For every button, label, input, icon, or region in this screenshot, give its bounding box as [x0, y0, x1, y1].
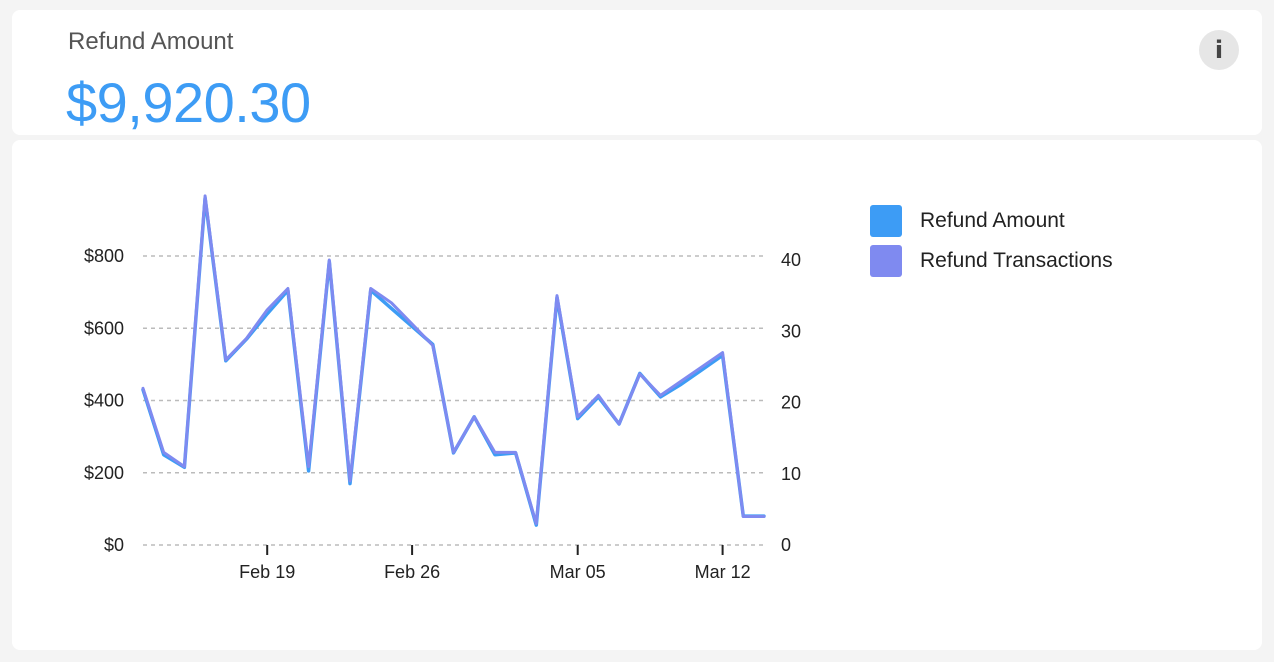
chart-legend: Refund Amount Refund Transactions: [870, 201, 1113, 281]
page-title: Refund Amount: [68, 28, 234, 55]
grid-lines: [143, 255, 764, 546]
left-tick-label: $400: [84, 391, 124, 411]
left-tick-label: $800: [84, 246, 124, 266]
right-tick-label: 0: [781, 535, 791, 555]
legend-label-refund-transactions: Refund Transactions: [920, 249, 1113, 272]
left-tick-label: $200: [84, 463, 124, 483]
legend-label-refund-amount: Refund Amount: [920, 209, 1065, 232]
x-tick-label: Feb 26: [384, 562, 440, 582]
right-tick-label: 40: [781, 250, 801, 270]
summary-card: [12, 10, 1262, 135]
legend-swatch-refund-transactions: [870, 245, 902, 277]
series-line-refund-amount: [141, 196, 766, 527]
legend-item-refund-transactions[interactable]: Refund Transactions: [870, 241, 1113, 281]
left-tick-label: $0: [104, 535, 124, 555]
legend-item-refund-amount[interactable]: Refund Amount: [870, 201, 1113, 241]
total-refund-amount: $9,920.30: [66, 71, 311, 134]
x-axis: Feb 19 Feb 26 Mar 05 Mar 12: [239, 545, 751, 582]
left-y-axis: $0 $200 $400 $600 $800: [84, 246, 124, 555]
x-tick-label: Feb 19: [239, 562, 295, 582]
right-tick-label: 30: [781, 321, 801, 341]
x-tick-label: Mar 05: [550, 562, 606, 582]
chart-card: [12, 140, 1262, 650]
legend-swatch-refund-amount: [870, 205, 902, 237]
right-tick-label: 20: [781, 393, 801, 413]
x-tick-label: Mar 12: [695, 562, 751, 582]
series-lines: [141, 194, 766, 527]
series-line-refund-transactions: [141, 194, 766, 526]
right-tick-label: 10: [781, 464, 801, 484]
right-y-axis: 0 10 20 30 40: [781, 250, 801, 555]
info-icon[interactable]: i: [1199, 30, 1239, 70]
left-tick-label: $600: [84, 318, 124, 338]
